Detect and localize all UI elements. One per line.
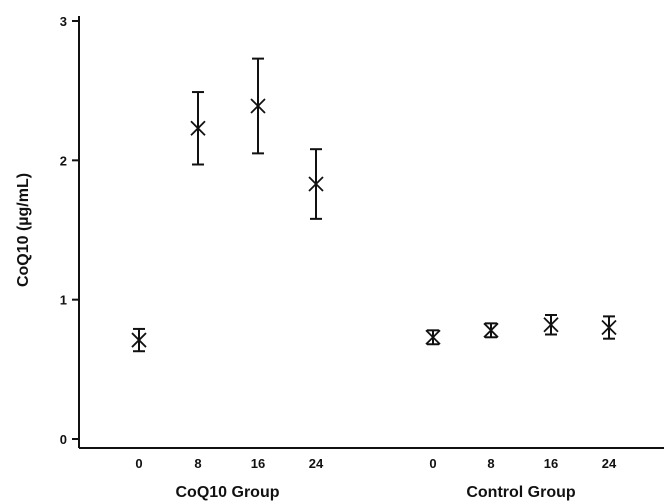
- data-points: [131, 57, 617, 353]
- data-point-marker: [308, 176, 324, 192]
- y-tick-label: 3: [60, 14, 67, 29]
- data-point-marker: [190, 120, 206, 136]
- data-point-marker: [131, 332, 147, 348]
- x-tick-label: 0: [135, 456, 142, 471]
- y-tick-label: 1: [60, 293, 67, 308]
- data-point-marker: [601, 319, 617, 336]
- x-tick-label: 8: [487, 456, 494, 471]
- x-tick-label: 16: [544, 456, 558, 471]
- data-point-marker: [483, 322, 499, 338]
- x-tick-label: 16: [251, 456, 265, 471]
- group-labels: CoQ10 Group Control Group: [175, 484, 575, 501]
- x-tick-label: 24: [309, 456, 324, 471]
- y-ticks: 0 1 2 3: [60, 14, 79, 447]
- group-label: CoQ10 Group: [175, 484, 279, 501]
- y-tick-label: 2: [60, 153, 67, 168]
- x-ticks: 0 8 16 24 0 8 16 24: [135, 456, 617, 471]
- data-point-marker: [425, 329, 441, 345]
- x-tick-label: 0: [429, 456, 436, 471]
- data-point-marker: [543, 317, 559, 333]
- x-tick-label: 24: [602, 456, 617, 471]
- data-point-marker: [250, 98, 266, 114]
- group-label: Control Group: [466, 484, 576, 501]
- y-tick-label: 0: [60, 432, 67, 447]
- x-tick-label: 8: [194, 456, 201, 471]
- y-axis-title: CoQ10 (µg/mL): [15, 173, 32, 287]
